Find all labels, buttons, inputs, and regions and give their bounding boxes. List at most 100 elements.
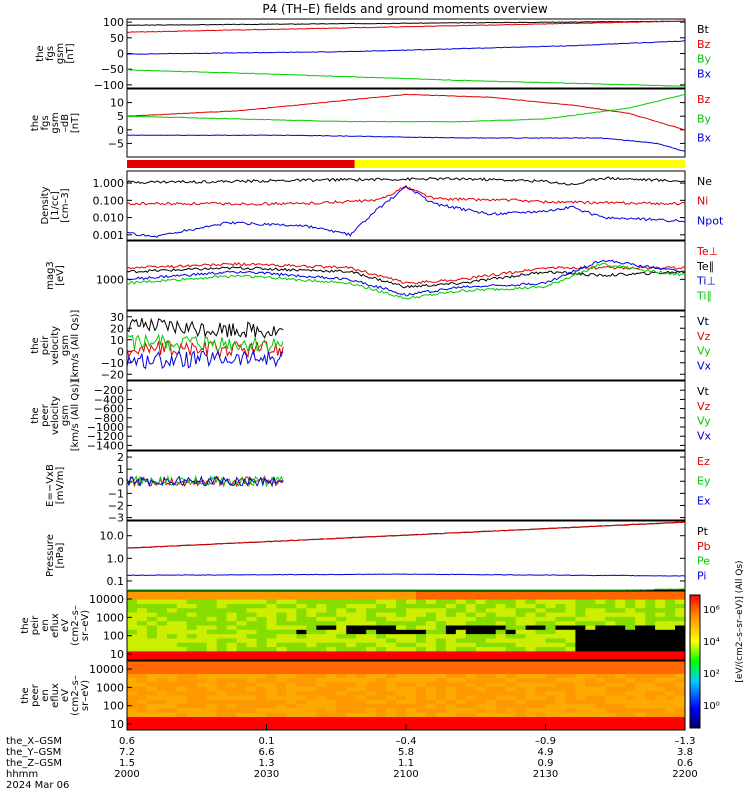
heatmap-cell — [366, 708, 377, 714]
heatmap-cell — [625, 621, 636, 626]
heatmap-cell — [326, 629, 337, 635]
heatmap-cell — [555, 599, 566, 605]
heatmap-cell — [366, 686, 377, 692]
heatmap-cell — [396, 638, 407, 644]
heatmap-cell — [366, 665, 377, 671]
heatmap-cell — [306, 725, 317, 731]
heatmap-cell — [146, 608, 158, 614]
heatmap-cell — [266, 621, 277, 626]
heatmap-cell — [505, 625, 517, 631]
y-axis-label: [1/cc] — [50, 191, 61, 220]
heatmap-cell — [675, 699, 686, 705]
heatmap-cell — [485, 651, 497, 657]
heatmap-cell — [475, 612, 487, 618]
heatmap-cell — [256, 708, 267, 714]
heatmap-cell — [266, 661, 277, 666]
heatmap-cell — [655, 725, 666, 731]
heatmap-cell — [485, 638, 497, 644]
heatmap-cell — [246, 695, 258, 701]
heatmap-cell — [186, 599, 198, 605]
heatmap-cell — [595, 704, 606, 709]
heatmap-cell — [645, 686, 656, 692]
heatmap-cell — [595, 616, 606, 622]
heatmap-cell — [356, 634, 367, 639]
heatmap-cell — [435, 704, 447, 709]
heatmap-cell — [176, 717, 188, 722]
heatmap-cell — [186, 616, 198, 622]
heatmap-cell — [465, 673, 477, 679]
y-tick-label: −2 — [108, 499, 124, 512]
heatmap-cell — [346, 603, 357, 609]
heatmap-cell — [266, 725, 277, 731]
heatmap-cell — [296, 717, 307, 722]
heatmap-cell — [445, 638, 457, 644]
heatmap-cell — [495, 651, 507, 657]
heatmap-cell — [226, 647, 238, 652]
series-line-Pe — [127, 588, 686, 591]
y-axis-label: peer — [40, 403, 51, 427]
heatmap-cell — [485, 647, 497, 652]
heatmap-cell — [635, 595, 646, 601]
heatmap-cell — [565, 603, 576, 609]
heatmap-cell — [655, 651, 666, 657]
heatmap-cell — [156, 616, 168, 622]
heatmap-cell — [675, 616, 686, 622]
heatmap-cell — [146, 691, 158, 696]
heatmap-cell — [186, 642, 198, 648]
heatmap-cell — [196, 655, 208, 661]
heatmap-cell — [256, 673, 267, 679]
heatmap-cell — [415, 669, 427, 675]
heatmap-cell — [306, 678, 317, 684]
heatmap-cell — [445, 708, 457, 714]
heatmap-cell — [555, 621, 566, 626]
heatmap-cell — [635, 634, 646, 639]
heatmap-cell — [256, 642, 267, 648]
heatmap-cell — [216, 665, 228, 671]
heatmap-cell — [645, 616, 656, 622]
heatmap-cell — [445, 621, 457, 626]
y-tick-label: −5 — [108, 137, 124, 150]
heatmap-cell — [186, 625, 198, 631]
heatmap-cell — [356, 704, 367, 709]
heatmap-cell — [435, 655, 447, 661]
heatmap-cell — [166, 725, 178, 731]
heatmap-cell — [336, 669, 347, 675]
heatmap-cell — [475, 686, 487, 692]
heatmap-cell — [585, 686, 596, 692]
heatmap-cell — [415, 629, 427, 635]
heatmap-cell — [256, 638, 267, 644]
heatmap-cell — [655, 695, 666, 701]
heatmap-cell — [346, 708, 357, 714]
heatmap-cell — [625, 603, 636, 609]
heatmap-cell — [595, 591, 606, 596]
heatmap-cell — [565, 721, 576, 727]
heatmap-cell — [156, 665, 168, 671]
heatmap-cell — [256, 704, 267, 709]
heatmap-cell — [127, 682, 138, 688]
heatmap-cell — [535, 616, 546, 622]
heatmap-cell — [575, 638, 586, 644]
heatmap-cell — [326, 691, 337, 696]
heatmap-cell — [246, 616, 258, 622]
heatmap-cell — [336, 621, 347, 626]
heatmap-cell — [465, 608, 477, 614]
heatmap-cell — [396, 595, 407, 601]
heatmap-cell — [625, 655, 636, 661]
heatmap-cell — [366, 678, 377, 684]
heatmap-cell — [565, 621, 576, 626]
heatmap-cell — [176, 625, 188, 631]
heatmap-cell — [655, 669, 666, 675]
heatmap-cell — [406, 721, 417, 727]
heatmap-cell — [286, 704, 297, 709]
heatmap-cell — [206, 695, 218, 701]
heatmap-cell — [326, 655, 337, 661]
heatmap-cell — [645, 591, 656, 596]
heatmap-cell — [485, 665, 497, 671]
heatmap-cell — [256, 717, 267, 722]
heatmap-cell — [435, 708, 447, 714]
heatmap-cell — [415, 638, 427, 644]
heatmap-cell — [176, 669, 188, 675]
heatmap-cell — [236, 686, 248, 692]
heatmap-cell — [376, 603, 387, 609]
heatmap-cell — [415, 665, 427, 671]
